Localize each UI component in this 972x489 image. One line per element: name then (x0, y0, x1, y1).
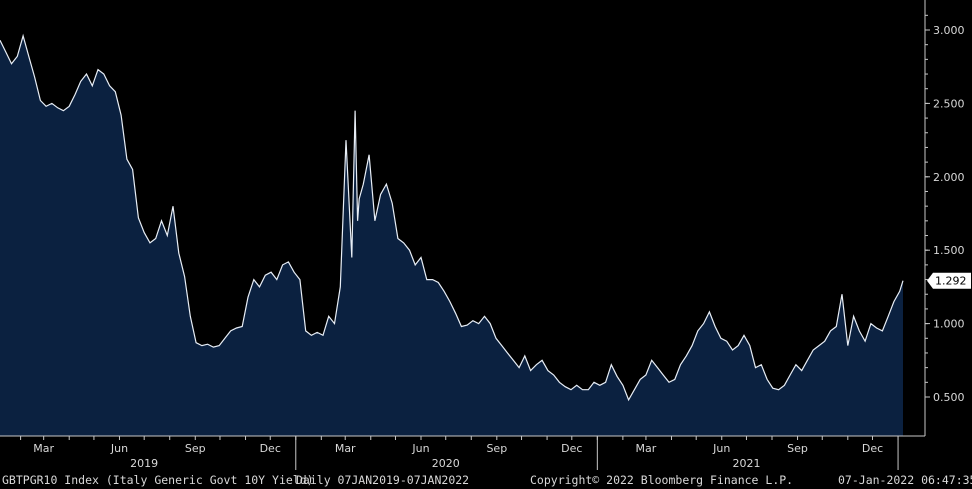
year-label: 2019 (130, 457, 158, 470)
last-value-tag: 1.292 (927, 272, 971, 289)
x-tick-label: Jun (712, 442, 730, 455)
footer-ticker: GBTPGR10 Index (Italy Generic Govt 10Y Y… (2, 473, 314, 487)
year-labels: 2019 2020 2021 (130, 436, 899, 470)
last-value-tag-shape (927, 272, 971, 289)
footer-range: Daily 07JAN2019-07JAN2022 (296, 473, 470, 487)
footer-timestamp: 07-Jan-2022 06:47:35 (838, 473, 972, 487)
x-tick-label: Dec (561, 442, 582, 455)
x-tick-label: Mar (33, 442, 54, 455)
y-tick-label: 1.500 (933, 244, 965, 257)
footer-bar: GBTPGR10 Index (Italy Generic Govt 10Y Y… (0, 471, 972, 489)
y-tick-label: 2.000 (933, 171, 965, 184)
x-tick-label: Sep (185, 442, 206, 455)
y-tick-label: 3.000 (933, 24, 965, 37)
footer-copyright: Copyright© 2022 Bloomberg Finance L.P. (530, 473, 794, 487)
yield-chart: 3.000 2.500 2.000 1.500 1.000 0.500 Mar Jun Sep… (0, 0, 971, 470)
x-tick-label: Sep (787, 442, 808, 455)
x-tick-label: Sep (486, 442, 507, 455)
x-tick-label: Dec (260, 442, 281, 455)
y-tick-label: 1.000 (933, 318, 965, 331)
y-axis-ticks: 3.000 2.500 2.000 1.500 1.000 0.500 (925, 14, 965, 404)
x-tick-label: Jun (411, 442, 429, 455)
year-label: 2020 (432, 457, 460, 470)
yield-line (0, 33, 904, 402)
x-tick-label: Mar (335, 442, 356, 455)
year-label: 2021 (732, 457, 760, 470)
x-tick-label: Jun (110, 442, 128, 455)
last-value-label: 1.292 (935, 275, 967, 288)
y-tick-label: 0.500 (933, 391, 965, 404)
x-tick-label: Mar (636, 442, 657, 455)
yield-area (0, 35, 903, 437)
x-tick-label: Dec (862, 442, 883, 455)
x-axis-ticks: Mar Jun Sep Dec Mar Jun Sep Dec Mar Jun Sep Dec (20, 436, 899, 455)
y-tick-label: 2.500 (933, 97, 965, 110)
